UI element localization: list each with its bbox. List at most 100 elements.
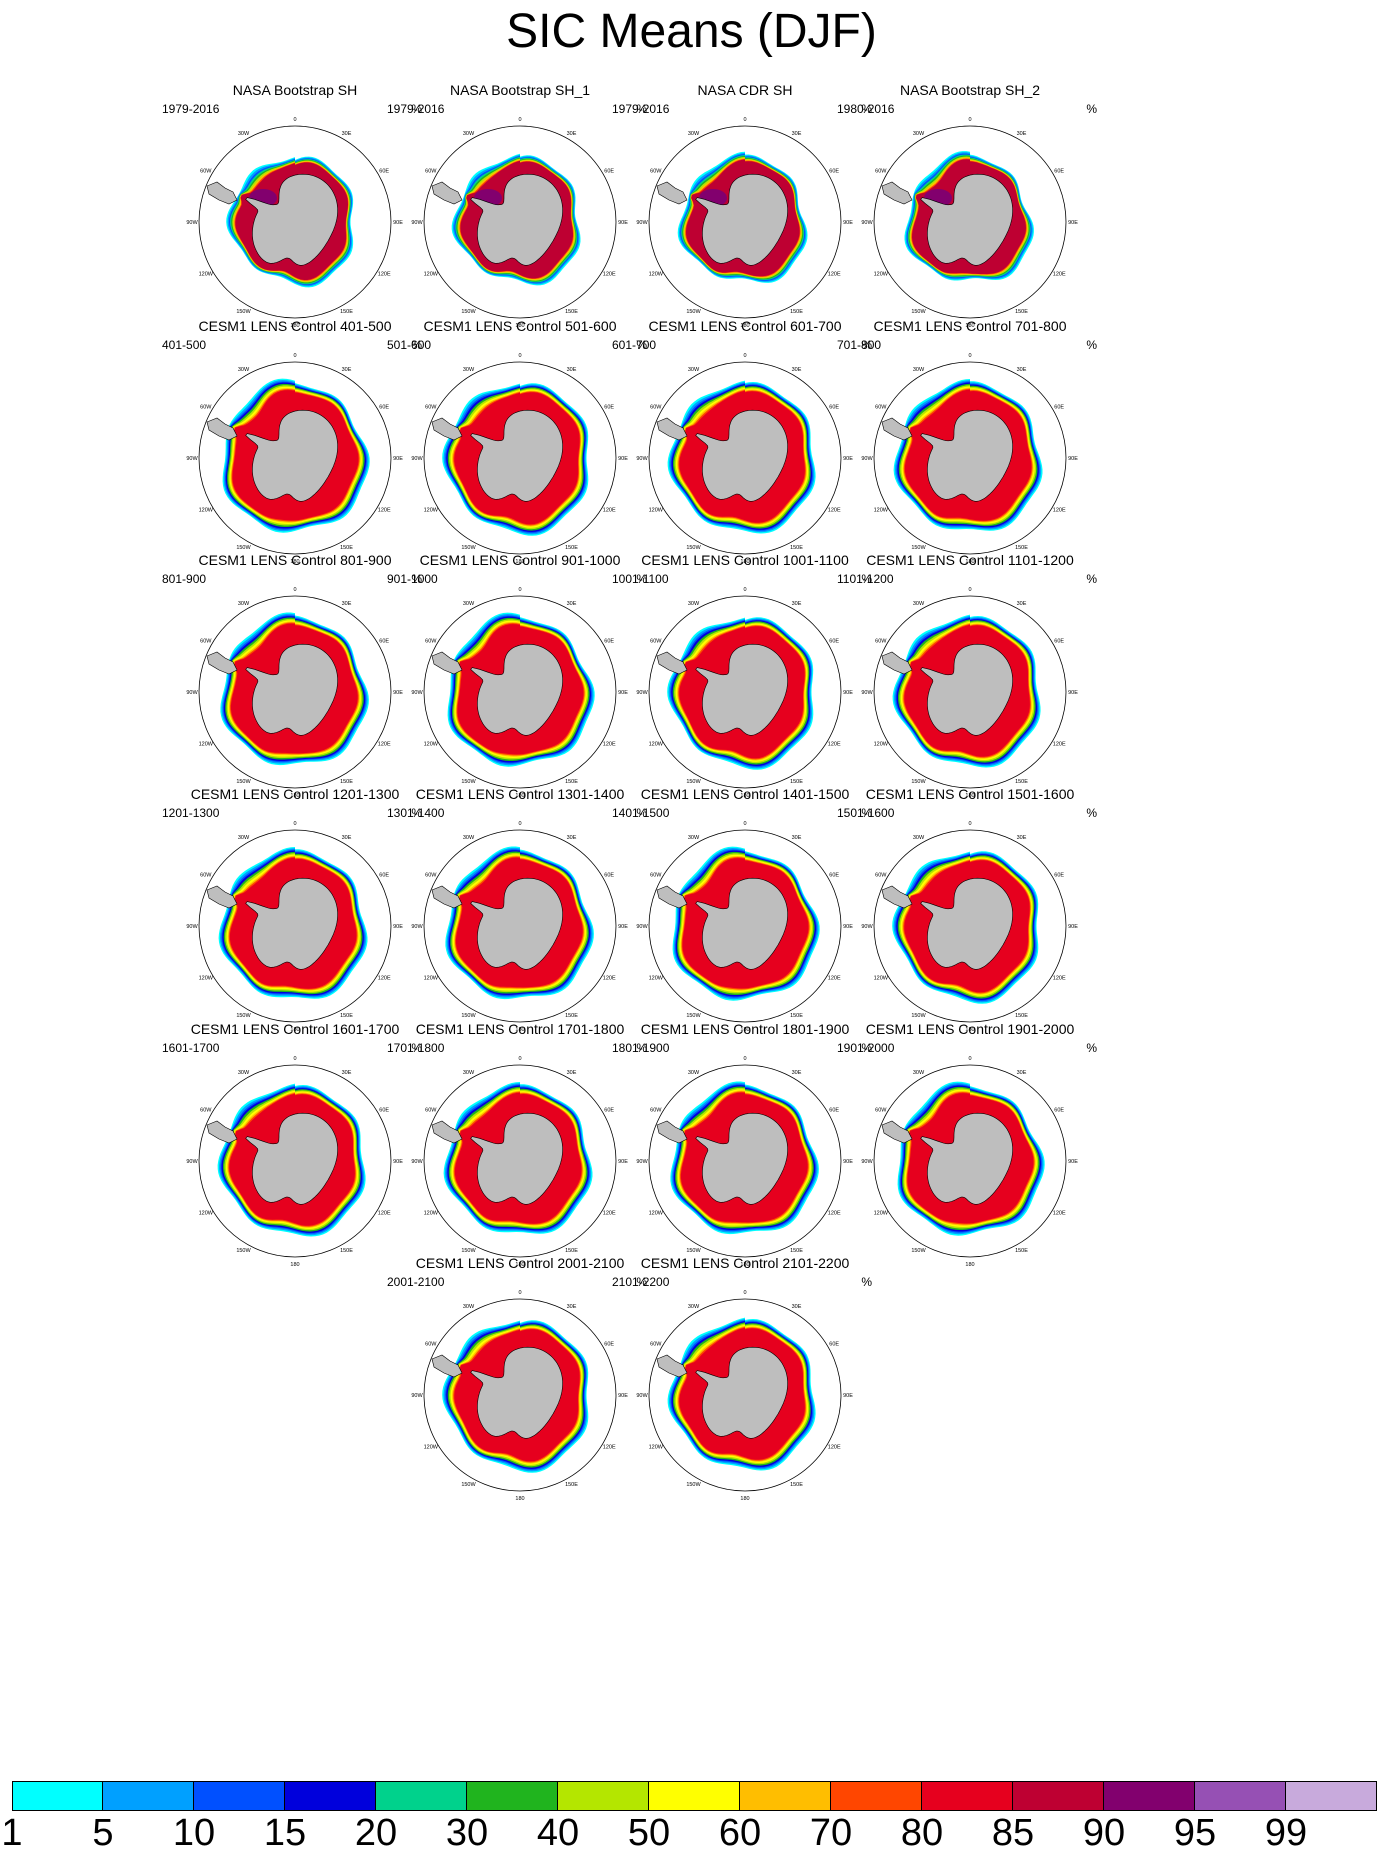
south-america-land: [206, 417, 238, 441]
longitude-label: 180: [965, 323, 974, 329]
longitude-label: 60W: [200, 169, 212, 175]
longitude-label: 0: [518, 117, 521, 123]
longitude-label: 120E: [828, 976, 841, 982]
longitude-label: 60W: [200, 405, 212, 411]
panel-unit: %: [636, 806, 647, 820]
panel-period: 401-500: [162, 338, 207, 352]
map-panel: 0 30E 60E 90E 120E 150E 180 150W 120W 90W 60W 30W CE…: [610, 552, 880, 822]
longitude-label: 60E: [379, 1108, 389, 1114]
longitude-label: 90E: [1068, 456, 1078, 462]
longitude-label: 90E: [843, 1159, 853, 1165]
longitude-label: 90E: [843, 690, 853, 696]
map-panel: 0 30E 60E 90E 120E 150E 180 150W 120W 90W 60W 30W CE…: [610, 1255, 880, 1525]
polar-map: 0 30E 60E 90E 120E 150E 180 150W 120W 90W 60W 30W: [186, 821, 403, 1033]
panel-period: 701-800: [837, 338, 882, 352]
panel-unit: %: [411, 338, 422, 352]
colorbar-label: 95: [1173, 1812, 1217, 1854]
longitude-label: 180: [515, 1027, 524, 1033]
panel-period: 1601-1700: [162, 1041, 220, 1055]
panel-period: 1201-1300: [162, 806, 220, 820]
longitude-label: 60E: [604, 405, 614, 411]
antarctica-land: [245, 1112, 338, 1205]
longitude-label: 120W: [424, 1211, 439, 1217]
longitude-label: 30W: [913, 131, 925, 137]
panel-unit: %: [411, 102, 422, 116]
map-panel: 0 30E 60E 90E 120E 150E 180 150W 120W 90W 60W 30W CE…: [610, 1021, 880, 1291]
longitude-label: 90W: [861, 924, 873, 930]
south-america-land: [881, 651, 913, 675]
longitude-label: 180: [740, 559, 749, 565]
longitude-label: 0: [968, 587, 971, 593]
longitude-label: 60E: [1054, 873, 1064, 879]
longitude-label: 180: [515, 1262, 524, 1268]
polar-map: 0 30E 60E 90E 120E 150E 180 150W 120W 90W 60W 30W: [861, 117, 1078, 329]
longitude-label: 0: [743, 117, 746, 123]
longitude-label: 120W: [424, 508, 439, 514]
longitude-label: 150E: [565, 1013, 578, 1019]
colorbar-box: [1195, 1781, 1286, 1811]
colorbar-label: 70: [809, 1812, 853, 1854]
longitude-label: 90E: [843, 1393, 853, 1399]
longitude-label: 90E: [843, 924, 853, 930]
longitude-label: 150E: [1015, 1013, 1028, 1019]
longitude-label: 120E: [378, 1211, 391, 1217]
longitude-label: 60W: [425, 873, 437, 879]
longitude-label: 180: [290, 1262, 299, 1268]
panel-title: NASA Bootstrap SH: [232, 82, 358, 98]
longitude-label: 120W: [424, 1445, 439, 1451]
longitude-label: 120W: [649, 976, 664, 982]
antarctica-land: [470, 1346, 563, 1439]
map-panel: 0 30E 60E 90E 120E 150E 180 150W 120W 90W 60W 30W CE…: [160, 1021, 430, 1291]
longitude-label: 30W: [688, 131, 700, 137]
longitude-label: 180: [515, 323, 524, 329]
antarctica-land: [920, 409, 1013, 502]
longitude-label: 150W: [911, 309, 926, 315]
longitude-label: 90E: [393, 456, 403, 462]
longitude-label: 150W: [236, 779, 251, 785]
south-america-land: [431, 1354, 463, 1378]
south-america-land: [431, 651, 463, 675]
panel-title: CESM1 LENS Control 1701-1800: [415, 1021, 625, 1037]
longitude-label: 60E: [604, 169, 614, 175]
longitude-label: 120E: [828, 508, 841, 514]
map-panel: 0 30E 60E 90E 120E 150E 180 150W 120W 90W 60W 30W CE…: [160, 318, 430, 588]
antarctica-land: [920, 173, 1013, 266]
panel-period: 1501-1600: [837, 806, 895, 820]
longitude-label: 0: [518, 1290, 521, 1296]
longitude-label: 180: [740, 1262, 749, 1268]
map-panel: 0 30E 60E 90E 120E 150E 180 150W 120W 90W 60W 30W NA…: [610, 82, 880, 352]
longitude-label: 30W: [463, 131, 475, 137]
south-america-land: [206, 651, 238, 675]
longitude-label: 30E: [1017, 835, 1027, 841]
longitude-label: 30W: [913, 835, 925, 841]
south-america-land: [881, 1120, 913, 1144]
longitude-label: 120W: [199, 976, 214, 982]
longitude-label: 180: [965, 793, 974, 799]
longitude-label: 30W: [463, 1304, 475, 1310]
south-america-land: [656, 651, 688, 675]
longitude-label: 30W: [913, 367, 925, 373]
longitude-label: 150W: [686, 309, 701, 315]
longitude-label: 120W: [649, 1211, 664, 1217]
longitude-label: 150E: [1015, 1248, 1028, 1254]
polar-map: 0 30E 60E 90E 120E 150E 180 150W 120W 90W 60W 30W: [861, 821, 1078, 1033]
panel-title: CESM1 LENS Control 701-800: [873, 318, 1067, 334]
panel-unit: %: [636, 102, 647, 116]
longitude-label: 120W: [424, 742, 439, 748]
map-panel: 0 30E 60E 90E 120E 150E 180 150W 120W 90W 60W 30W CE…: [385, 1255, 655, 1525]
panel-title: CESM1 LENS Control 1601-1700: [190, 1021, 400, 1037]
longitude-label: 60E: [829, 873, 839, 879]
longitude-label: 150E: [790, 545, 803, 551]
longitude-label: 150W: [461, 1248, 476, 1254]
longitude-label: 90W: [186, 1159, 198, 1165]
map-panel: 0 30E 60E 90E 120E 150E 180 150W 120W 90W 60W 30W NA…: [160, 82, 430, 352]
longitude-label: 150E: [340, 1248, 353, 1254]
panel-title: CESM1 LENS Control 601-700: [648, 318, 842, 334]
colorbar-label: 40: [536, 1812, 580, 1854]
panel-period: 1701-1800: [387, 1041, 445, 1055]
longitude-label: 60E: [1054, 169, 1064, 175]
longitude-label: 150E: [340, 545, 353, 551]
map-panel: 0 30E 60E 90E 120E 150E 180 150W 120W 90W 60W 30W CE…: [835, 786, 1105, 1056]
longitude-label: 90W: [186, 220, 198, 226]
polar-map: 0 30E 60E 90E 120E 150E 180 150W 120W 90W 60W 30W: [636, 821, 853, 1033]
